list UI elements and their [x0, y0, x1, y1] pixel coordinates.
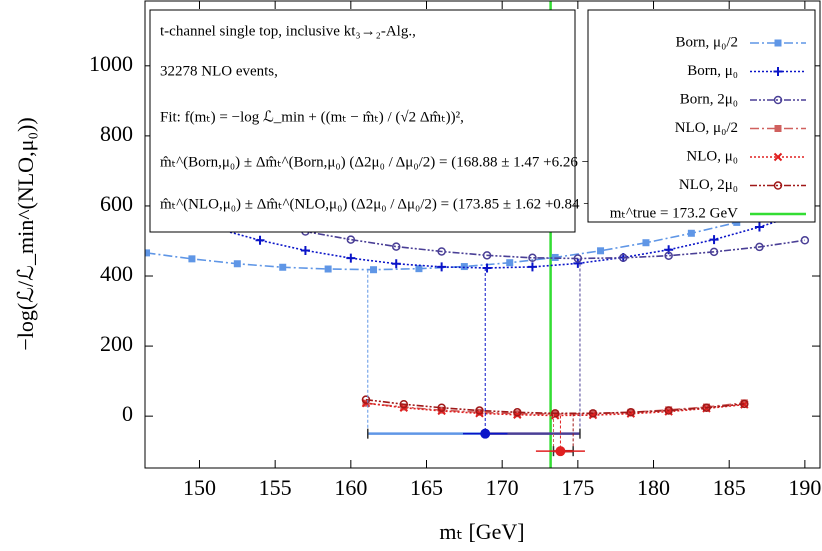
marker: [188, 255, 196, 263]
marker: [145, 249, 151, 257]
marker: [437, 262, 447, 272]
y-tick-label: 0: [122, 401, 133, 426]
marker: [588, 409, 598, 418]
series-line: [365, 398, 745, 415]
marker: [399, 399, 409, 409]
x-tick-label: 165: [410, 475, 443, 500]
x-tick-label: 180: [637, 475, 670, 500]
marker: [755, 242, 764, 252]
x-axis-label: mₜ [GeV]: [439, 519, 524, 544]
legend-label: mₜ^true = 173.2 GeV: [610, 205, 738, 221]
legend-label: Born, μ₀/2: [676, 34, 738, 50]
marker: [415, 265, 423, 273]
legend-label: NLO, μ₀: [686, 148, 738, 164]
plot-area: [145, 1, 810, 468]
marker: [437, 403, 446, 412]
marker: [642, 239, 650, 247]
marker: [773, 67, 783, 76]
marker: [626, 409, 636, 418]
marker: [773, 152, 783, 162]
marker: [475, 406, 484, 415]
marker: [773, 95, 783, 105]
marker: [687, 229, 695, 237]
marker: [740, 399, 749, 409]
marker: [324, 265, 332, 273]
marker: [528, 253, 537, 263]
marker: [702, 403, 711, 412]
x-tick-label: 160: [334, 475, 367, 500]
y-tick-label: 200: [100, 331, 133, 356]
annotation-box: [149, 9, 576, 233]
marker: [740, 399, 748, 407]
annotation-line: t-channel single top, inclusive kt₃→₂-Al…: [160, 23, 416, 39]
marker: [391, 242, 401, 251]
marker: [527, 262, 537, 272]
marker: [346, 235, 356, 244]
legend-label: NLO, μ₀/2: [675, 120, 738, 136]
marker: [626, 408, 636, 417]
fit-center: [480, 428, 491, 439]
marker: [573, 254, 583, 263]
marker: [550, 409, 560, 418]
y-tick-label: 600: [100, 191, 133, 216]
marker: [664, 251, 673, 260]
annotation-line: m̂ₜ^(Born,μ₀) ± Δm̂ₜ^(Born,μ₀) (Δ2μ₀ / Δ…: [160, 154, 655, 170]
marker: [774, 39, 782, 47]
marker: [506, 259, 514, 267]
y-tick-label: 400: [100, 261, 133, 286]
marker: [513, 408, 522, 417]
y-tick-label: 800: [100, 121, 133, 146]
legend-label: Born, μ₀: [687, 63, 738, 79]
marker: [346, 253, 356, 263]
fit-center: [555, 446, 566, 457]
series-line: [169, 197, 805, 260]
y-axis-label: −log(ℒ/ℒ_min^(NLO,μ₀)): [13, 117, 38, 350]
plot-frame: [144, 0, 821, 469]
marker: [573, 258, 583, 268]
x-tick-label: 175: [561, 475, 594, 500]
marker: [391, 259, 401, 269]
marker: [361, 395, 371, 404]
annotation-line: m̂ₜ^(NLO,μ₀) ± Δm̂ₜ^(NLO,μ₀) (Δ2μ₀ / Δμ₀…: [160, 196, 655, 212]
marker: [773, 181, 783, 190]
x-tick-label: 185: [713, 475, 746, 500]
marker: [774, 125, 782, 132]
marker: [597, 247, 605, 255]
marker: [800, 236, 810, 245]
marker: [460, 263, 468, 271]
marker: [619, 253, 628, 263]
x-tick-label: 150: [183, 475, 216, 500]
y-tick-label: 1000: [89, 51, 133, 76]
marker: [279, 263, 287, 271]
marker: [300, 245, 310, 255]
x-tick-label: 155: [259, 475, 292, 500]
marker: [482, 251, 492, 260]
x-tick-label: 170: [486, 475, 519, 500]
x-tick-label: 190: [788, 475, 821, 500]
marker: [370, 266, 378, 274]
marker: [255, 235, 265, 245]
annotation-line: 32278 NLO events,: [160, 63, 278, 79]
marker: [709, 235, 719, 245]
marker: [437, 247, 446, 256]
annotation-line: Fit: f(mₜ) = −log ℒ_min + ((mₜ − m̂ₜ) / …: [160, 109, 464, 125]
series-line: [214, 211, 806, 269]
marker: [664, 406, 673, 415]
marker: [482, 263, 492, 273]
legend-label: NLO, 2μ₀: [679, 177, 738, 193]
legend-label: Born, 2μ₀: [680, 91, 738, 107]
marker: [709, 247, 719, 257]
marker: [754, 222, 764, 232]
marker: [233, 260, 241, 268]
